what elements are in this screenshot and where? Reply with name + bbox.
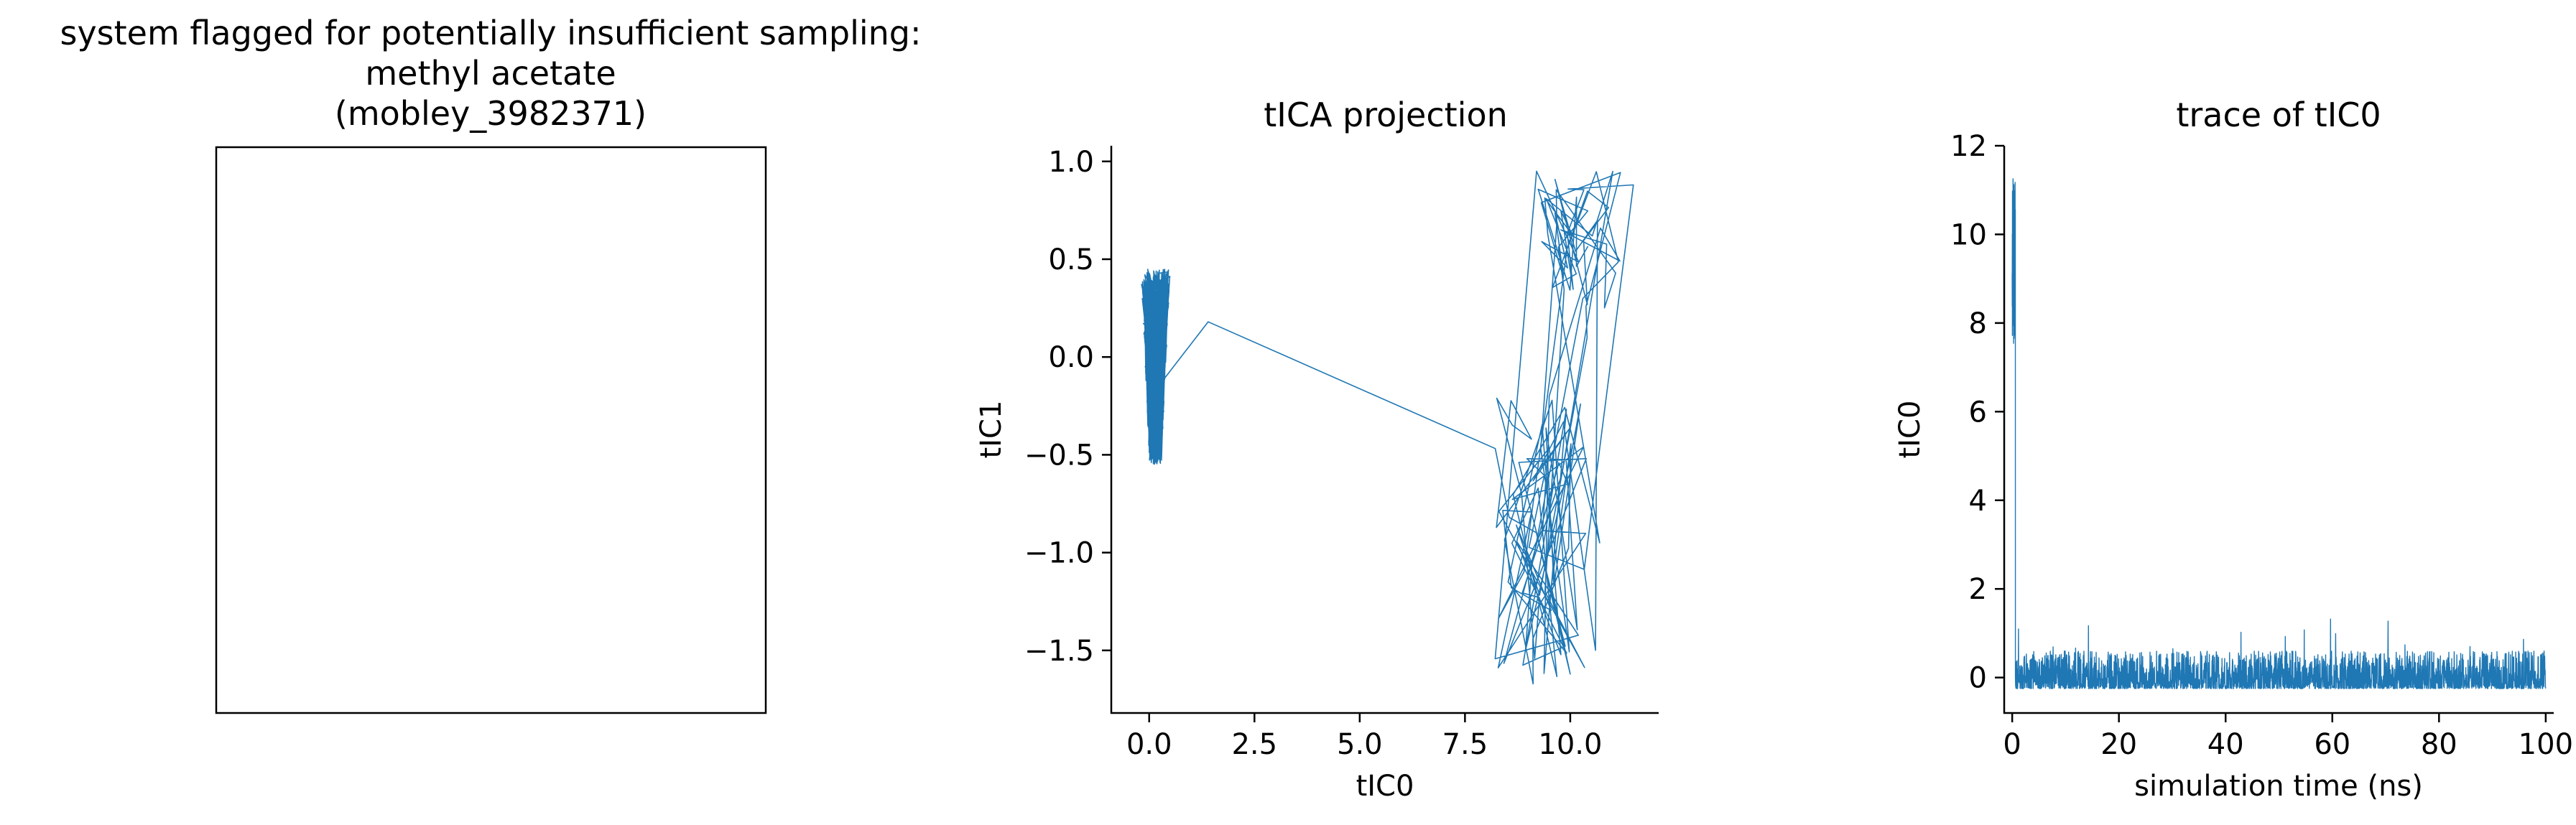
tica-ylabel: tIC1 <box>975 401 1008 459</box>
trace-ytick-label: 8 <box>1969 307 1987 340</box>
trace-title: trace of tIC0 <box>2176 95 2381 134</box>
tica-xtick-label: 10.0 <box>1538 728 1602 761</box>
trace-ytick-label: 0 <box>1969 662 1987 695</box>
molecule-image-frame <box>215 146 767 714</box>
trace-xtick-label: 0 <box>2003 728 2021 761</box>
tica-ytick-label: 0.5 <box>1048 243 1094 276</box>
tica-ytick-label: −1.5 <box>1024 635 1094 668</box>
trace-ytick-label: 4 <box>1969 485 1987 518</box>
trace-xtick-label: 60 <box>2314 728 2350 761</box>
tica-xtick-label: 7.5 <box>1442 728 1488 761</box>
trace-xlabel: simulation time (ns) <box>2134 770 2423 803</box>
tica-ytick-label: 1.0 <box>1048 146 1094 179</box>
tica-ytick-label: 0.0 <box>1048 341 1094 374</box>
trace-ytick-label: 10 <box>1950 218 1987 251</box>
panel1-title-line2: methyl acetate <box>365 54 616 93</box>
panel1-title-line3: (mobley_3982371) <box>335 94 647 133</box>
tica-projection-panel: tICA projection 0.0 2.5 5.0 7.5 10.0 1.0 0.5 0… <box>975 95 1659 803</box>
trace-y-ticks: 12 10 8 6 4 2 0 <box>1950 130 2004 695</box>
trace-xtick-label: 100 <box>2519 728 2573 761</box>
trace-xtick-label: 20 <box>2100 728 2137 761</box>
tica-plot-area <box>1141 170 1634 685</box>
trace-ytick-label: 2 <box>1969 573 1987 606</box>
tica-xtick-label: 0.0 <box>1126 728 1172 761</box>
tica-ytick-label: −1.0 <box>1024 537 1094 570</box>
panel1-title-line1: system flagged for potentially insuffici… <box>60 14 921 52</box>
trace-x-ticks: 0 20 40 60 80 100 <box>2003 713 2573 761</box>
tica-xlabel: tIC0 <box>1356 770 1414 803</box>
tica-title: tICA projection <box>1264 95 1508 134</box>
trace-ytick-label: 12 <box>1950 130 1987 163</box>
tica-xtick-label: 2.5 <box>1231 728 1277 761</box>
trace-xtick-label: 40 <box>2207 728 2244 761</box>
trace-series-line <box>2011 178 2547 689</box>
tica-y-ticks: 1.0 0.5 0.0 −0.5 −1.0 −1.5 <box>1024 146 1111 668</box>
tica-ytick-label: −0.5 <box>1024 439 1094 472</box>
trace-plot-area <box>2011 178 2547 689</box>
trace-ylabel: tIC0 <box>1894 401 1927 459</box>
trace-ytick-label: 6 <box>1969 396 1987 429</box>
trace-xtick-label: 80 <box>2421 728 2457 761</box>
molecule-panel: system flagged for potentially insuffici… <box>60 14 922 714</box>
tica-x-ticks: 0.0 2.5 5.0 7.5 10.0 <box>1126 713 1602 761</box>
tica-trajectory-line <box>1141 170 1634 685</box>
tica-xtick-label: 5.0 <box>1337 728 1383 761</box>
